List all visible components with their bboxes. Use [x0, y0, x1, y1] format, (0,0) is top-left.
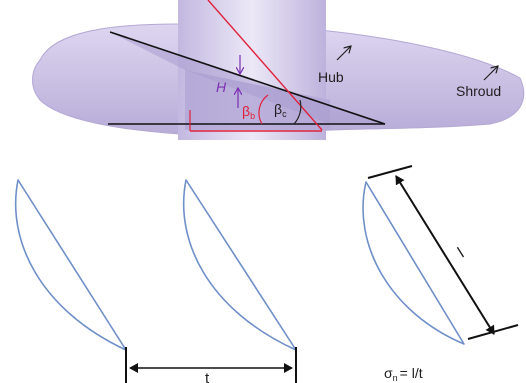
beta-b-arc	[258, 94, 269, 125]
blade-body	[185, 70, 330, 130]
blade-3	[362, 181, 465, 345]
shroud-label: Shroud	[456, 83, 501, 99]
beta-c-label: βc	[274, 101, 287, 119]
chord-arrow	[395, 175, 495, 335]
hub-pointer-arrow	[336, 46, 351, 61]
h-label: H	[216, 79, 227, 95]
pitch-label: t	[205, 370, 210, 383]
impeller-view: Hub Shroud H βb βc	[32, 0, 525, 140]
beta-b-label: βb	[242, 103, 255, 121]
solidity-formula: σn = l/t	[384, 365, 423, 383]
blade-2	[182, 179, 297, 351]
shroud-pointer-arrow	[483, 66, 498, 81]
beta-c-arc	[293, 99, 302, 125]
blade-1	[14, 179, 127, 351]
chord-label: l	[455, 245, 467, 261]
red-incidence-line	[207, 0, 323, 131]
hub-label: Hub	[318, 69, 344, 85]
blade-cascade: t l σn = l/t	[14, 165, 519, 383]
blade-line	[109, 31, 386, 125]
chord-tick-top	[367, 165, 413, 179]
